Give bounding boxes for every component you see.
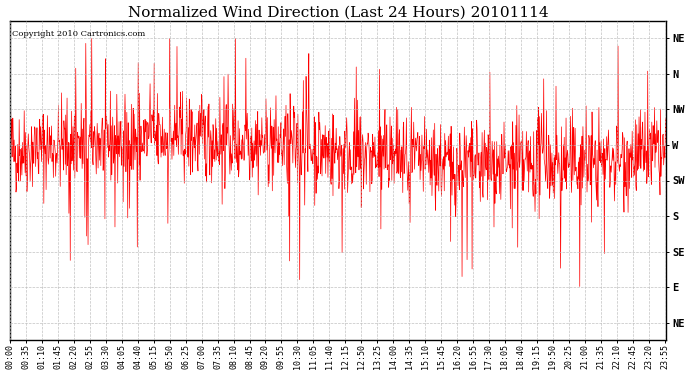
Text: Copyright 2010 Cartronics.com: Copyright 2010 Cartronics.com xyxy=(12,30,146,38)
Title: Normalized Wind Direction (Last 24 Hours) 20101114: Normalized Wind Direction (Last 24 Hours… xyxy=(128,6,549,20)
